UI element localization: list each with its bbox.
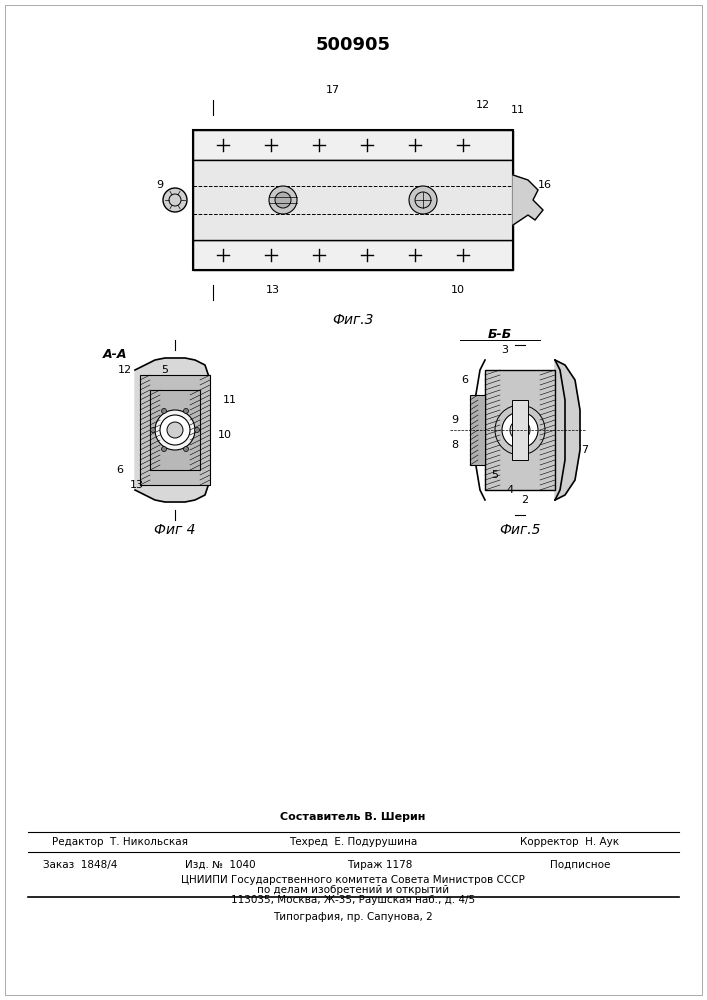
Text: Тираж 1178: Тираж 1178: [347, 860, 413, 870]
Circle shape: [409, 186, 437, 214]
Text: по делам изобретений и открытий: по делам изобретений и открытий: [257, 885, 449, 895]
Polygon shape: [555, 360, 580, 500]
Text: 5: 5: [491, 470, 498, 480]
Polygon shape: [135, 358, 210, 502]
Text: 10: 10: [451, 285, 465, 295]
Text: 13: 13: [266, 285, 280, 295]
Circle shape: [160, 415, 190, 445]
Bar: [140, 375, 210, 485]
Text: 6: 6: [117, 465, 124, 475]
Bar: [193, 240, 513, 270]
Circle shape: [194, 428, 199, 432]
Bar: [512, 400, 528, 460]
Text: 11: 11: [223, 395, 237, 405]
Circle shape: [269, 186, 297, 214]
Circle shape: [502, 412, 538, 448]
Text: Типография, пр. Сапунова, 2: Типография, пр. Сапунова, 2: [273, 912, 433, 922]
Text: А-А: А-А: [103, 349, 127, 361]
Text: Техред  Е. Подурушина: Техред Е. Подурушина: [289, 837, 417, 847]
Bar: [470, 395, 485, 465]
Circle shape: [165, 420, 185, 440]
Circle shape: [510, 420, 530, 440]
Text: 11: 11: [511, 105, 525, 115]
Circle shape: [163, 188, 187, 212]
Text: 8: 8: [452, 440, 459, 450]
Text: Редактор  Т. Никольская: Редактор Т. Никольская: [52, 837, 188, 847]
Bar: [193, 130, 513, 160]
Polygon shape: [513, 175, 543, 225]
Text: Подписное: Подписное: [550, 860, 610, 870]
Text: 16: 16: [538, 180, 552, 190]
Circle shape: [161, 447, 167, 452]
Circle shape: [184, 408, 189, 413]
Bar: [193, 160, 513, 240]
Circle shape: [275, 192, 291, 208]
Text: 113035, Москва, Ж-35, Раушская наб., д. 4/5: 113035, Москва, Ж-35, Раушская наб., д. …: [231, 895, 475, 905]
Text: Изд. №  1040: Изд. № 1040: [185, 860, 255, 870]
Circle shape: [155, 410, 195, 450]
Text: 2: 2: [522, 495, 529, 505]
Text: Фиг 4: Фиг 4: [154, 523, 196, 537]
Text: Б-Б: Б-Б: [488, 328, 512, 342]
Text: 500905: 500905: [315, 36, 390, 54]
Text: 7: 7: [581, 445, 588, 455]
Text: 12: 12: [476, 100, 490, 110]
Circle shape: [167, 422, 183, 438]
Text: 12: 12: [118, 365, 132, 375]
Text: ЦНИИПИ Государственного комитета Совета Министров СССР: ЦНИИПИ Государственного комитета Совета …: [181, 875, 525, 885]
Text: 9: 9: [452, 415, 459, 425]
Circle shape: [161, 408, 167, 413]
Text: 6: 6: [462, 375, 469, 385]
Text: Фиг.3: Фиг.3: [332, 313, 374, 327]
Text: 3: 3: [501, 345, 508, 355]
Bar: [485, 370, 555, 490]
Circle shape: [151, 428, 156, 432]
Text: 10: 10: [218, 430, 232, 440]
Text: 5: 5: [161, 365, 168, 375]
Text: Заказ  1848/4: Заказ 1848/4: [43, 860, 117, 870]
Text: Корректор  Н. Аук: Корректор Н. Аук: [520, 837, 619, 847]
Text: 9: 9: [156, 180, 163, 190]
Bar: [150, 390, 200, 470]
Bar: [193, 130, 513, 270]
Text: Составитель В. Шерин: Составитель В. Шерин: [280, 812, 426, 822]
Text: 4: 4: [506, 485, 513, 495]
Circle shape: [184, 447, 189, 452]
Text: 13: 13: [130, 480, 144, 490]
Text: 17: 17: [326, 85, 340, 95]
Text: Фиг.5: Фиг.5: [499, 523, 541, 537]
